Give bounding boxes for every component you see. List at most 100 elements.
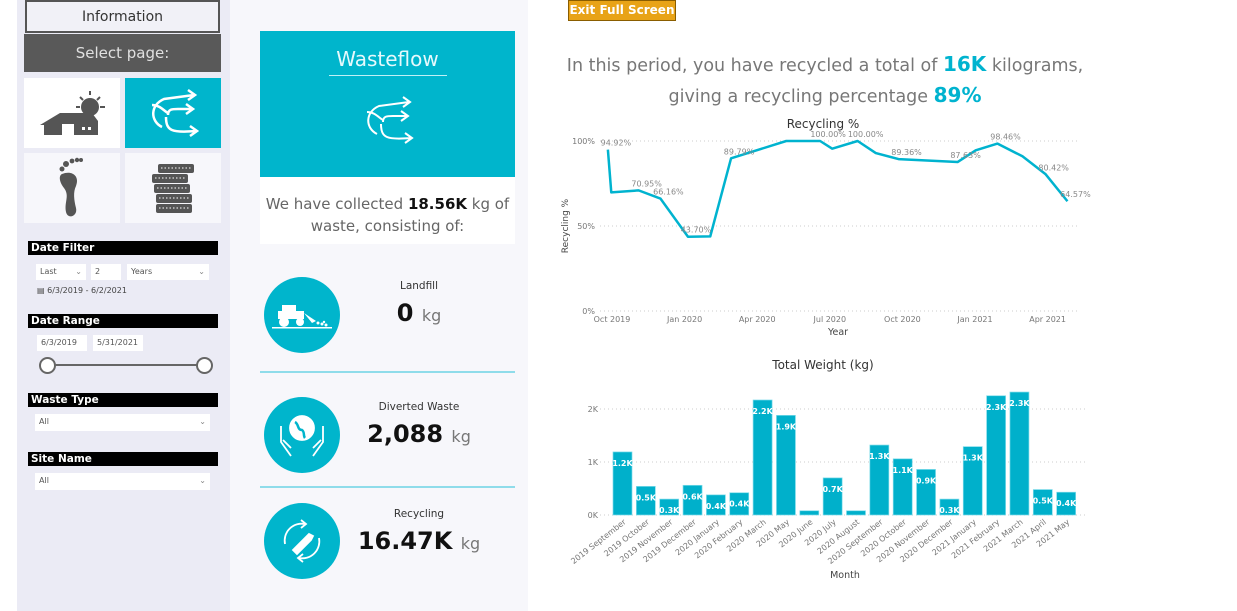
data-label: 2.3K (986, 403, 1007, 412)
y-tick-label: 1K (588, 458, 599, 467)
x-tick-label: Apr 2020 (739, 315, 776, 324)
data-label: 1.3K (869, 452, 890, 461)
chart-title: Total Weight (kg) (771, 358, 873, 372)
date-filter-unit-select[interactable]: Years ⌄ (127, 264, 209, 280)
bar (892, 458, 913, 516)
coins-stack-icon (152, 164, 194, 213)
data-label: 0.4K (706, 502, 727, 511)
bar (1056, 491, 1077, 516)
data-label: 0.7K (822, 485, 843, 494)
bar (635, 486, 656, 516)
bar (1009, 391, 1030, 516)
x-tick-label: Oct 2020 (884, 315, 921, 324)
wasteflow-arrows-icon (151, 88, 200, 138)
date-range-title: Date Range (28, 314, 218, 328)
y-axis-label: Recycling % (561, 198, 571, 253)
wasteflow-card: Wasteflow (260, 31, 515, 177)
recycling-number: 16.47K (357, 527, 453, 555)
bar (939, 498, 960, 516)
data-label: 0.4K (1056, 499, 1077, 508)
date-filter-mode-value: Last (40, 267, 57, 276)
data-label: 0.3K (659, 506, 680, 515)
data-label: 1.2K (612, 459, 633, 468)
recycling-label: Recycling (393, 508, 445, 520)
diverted-waste-unit: kg (451, 427, 471, 446)
headline-total: 16K (942, 52, 987, 76)
data-label: 2.3K (1009, 399, 1030, 408)
date-filter-mode-select[interactable]: Last ⌄ (36, 264, 86, 280)
kpi-divider (260, 486, 515, 488)
footprint-icon (59, 157, 83, 217)
page-tile-footprint[interactable] (24, 153, 120, 223)
data-label: 94.92% (601, 139, 632, 148)
date-range-start-input[interactable]: 6/3/2019 (37, 335, 87, 351)
page-tile-wasteflow[interactable] (125, 78, 221, 148)
date-range-end-handle[interactable] (196, 357, 213, 374)
data-label: 1.3K (963, 454, 984, 463)
bar (706, 494, 726, 516)
collected-value: 18.56K (407, 195, 468, 213)
data-label: 89.36% (891, 148, 922, 157)
date-range-start-handle[interactable] (39, 357, 56, 374)
site-name-select[interactable]: All ⌄ (35, 473, 210, 490)
data-label: 89.79% (724, 147, 755, 156)
waste-type-value: All (39, 417, 49, 426)
data-label: 0.5K (1033, 497, 1054, 506)
recycle-bottle-icon (264, 503, 340, 579)
series-line (606, 139, 1069, 238)
recycling-percent-chart: Recycling % 0% 50% 100% Oct 2019 Jan 2020 Apr … (561, 117, 1091, 338)
data-label: 0.6K (682, 492, 703, 501)
information-button[interactable]: Information (25, 0, 220, 33)
bar (752, 399, 773, 516)
date-range-slider-track[interactable] (47, 364, 204, 366)
chevron-down-icon: ⌄ (75, 267, 82, 276)
exit-full-screen-button[interactable]: Exit Full Screen (568, 0, 676, 21)
y-tick-label: 0K (588, 511, 599, 520)
page-tile-energy[interactable] (24, 78, 120, 148)
landfill-label: Landfill (399, 280, 439, 292)
bar (962, 446, 983, 516)
recycling-unit: kg (460, 534, 481, 553)
waste-type-select[interactable]: All ⌄ (35, 414, 210, 431)
chevron-down-icon: ⌄ (198, 267, 205, 276)
date-range-end-input[interactable]: 5/31/2021 (93, 335, 143, 351)
data-label: 64.57% (1060, 190, 1091, 199)
date-filter-range-text: 6/3/2019 - 6/2/2021 (47, 286, 127, 295)
page-tile-cost[interactable] (125, 153, 221, 223)
data-label: 0.4K (729, 500, 750, 509)
collected-prefix: We have collected (265, 195, 408, 213)
site-name-value: All (39, 476, 49, 485)
bar (776, 415, 796, 516)
x-axis-label: Year (827, 327, 848, 338)
chevron-down-icon: ⌄ (199, 476, 206, 485)
data-label: 2.2K (752, 407, 773, 416)
x-tick-label: Jan 2020 (666, 315, 702, 324)
data-label: 0.9K (916, 476, 937, 485)
data-label: 1.1K (893, 466, 914, 475)
bar (822, 477, 843, 516)
diverted-waste-number: 2,088 (367, 420, 444, 448)
date-filter-count-input[interactable]: 2 (91, 264, 121, 280)
x-tick-label: Jul 2020 (813, 315, 847, 324)
diverted-waste-value: 2,088 kg (344, 420, 494, 448)
bar (612, 451, 633, 516)
bar (659, 498, 680, 516)
chevron-down-icon: ⌄ (199, 417, 206, 426)
bar (1032, 489, 1053, 516)
data-label: 80.42% (1038, 163, 1069, 172)
wasteflow-arrows-icon (366, 96, 414, 144)
date-filter-unit-value: Years (131, 267, 153, 276)
headline-text-1: In this period, you have recycled a tota… (566, 56, 943, 76)
waste-type-title: Waste Type (28, 393, 218, 407)
data-label: 100.00% (810, 130, 846, 139)
collected-suffix: kg of waste, consisting of: (310, 195, 510, 235)
bar (846, 510, 866, 516)
data-label: 100.00% (848, 130, 884, 139)
x-tick-label: Oct 2019 (594, 315, 631, 324)
data-label: 0.5K (636, 493, 657, 502)
bar (869, 444, 890, 516)
date-filter-title: Date Filter (28, 241, 218, 255)
y-tick-label: 100% (572, 137, 595, 146)
bar (986, 395, 1006, 516)
data-label: 87.63% (950, 151, 981, 160)
